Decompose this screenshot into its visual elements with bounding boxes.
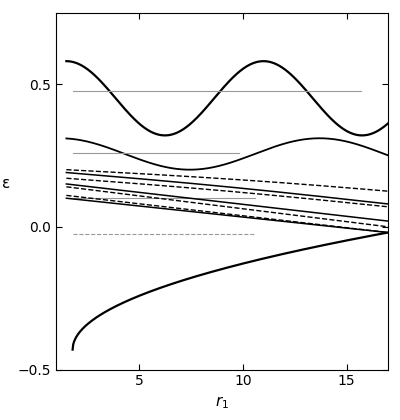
X-axis label: $r_1$: $r_1$	[215, 394, 229, 411]
Y-axis label: ε: ε	[2, 176, 11, 191]
